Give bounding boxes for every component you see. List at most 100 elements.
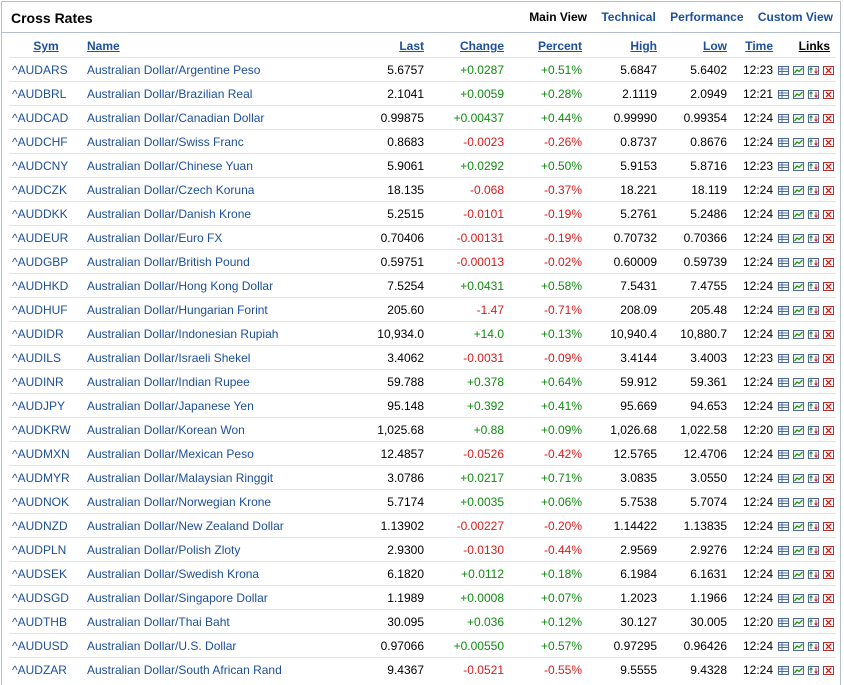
options-icon[interactable] — [808, 113, 819, 123]
column-header-sym[interactable]: Sym — [33, 39, 59, 53]
chart-icon[interactable] — [793, 161, 804, 171]
name-link[interactable]: Australian Dollar/New Zealand Dollar — [83, 513, 317, 538]
quote-table-icon[interactable] — [778, 329, 789, 339]
quote-table-icon[interactable] — [778, 473, 789, 483]
chart-icon[interactable] — [793, 666, 804, 676]
symbol-link[interactable]: ^AUDARS — [9, 57, 83, 82]
delete-icon[interactable] — [823, 641, 834, 651]
options-icon[interactable] — [808, 257, 819, 267]
chart-icon[interactable] — [793, 617, 804, 627]
name-link[interactable]: Australian Dollar/Israeli Shekel — [83, 345, 317, 370]
options-icon[interactable] — [808, 425, 819, 435]
chart-icon[interactable] — [793, 545, 804, 555]
quote-table-icon[interactable] — [778, 666, 789, 676]
delete-icon[interactable] — [823, 113, 834, 123]
name-link[interactable]: Australian Dollar/Brazilian Real — [83, 81, 317, 106]
name-link[interactable]: Australian Dollar/Chinese Yuan — [83, 153, 317, 178]
quote-table-icon[interactable] — [778, 521, 789, 531]
options-icon[interactable] — [808, 593, 819, 603]
delete-icon[interactable] — [823, 377, 834, 387]
tab-performance[interactable]: Performance — [670, 10, 744, 24]
chart-icon[interactable] — [793, 473, 804, 483]
name-link[interactable]: Australian Dollar/Hong Kong Dollar — [83, 273, 317, 298]
quote-table-icon[interactable] — [778, 209, 789, 219]
quote-table-icon[interactable] — [778, 593, 789, 603]
quote-table-icon[interactable] — [778, 545, 789, 555]
chart-icon[interactable] — [793, 233, 804, 243]
options-icon[interactable] — [808, 65, 819, 75]
quote-table-icon[interactable] — [778, 257, 789, 267]
options-icon[interactable] — [808, 617, 819, 627]
name-link[interactable]: Australian Dollar/Indian Rupee — [83, 369, 317, 394]
options-icon[interactable] — [808, 569, 819, 579]
symbol-link[interactable]: ^AUDUSD — [9, 633, 83, 658]
chart-icon[interactable] — [793, 449, 804, 459]
chart-icon[interactable] — [793, 65, 804, 75]
delete-icon[interactable] — [823, 137, 834, 147]
name-link[interactable]: Australian Dollar/Argentine Peso — [83, 57, 317, 82]
quote-table-icon[interactable] — [778, 305, 789, 315]
quote-table-icon[interactable] — [778, 161, 789, 171]
quote-table-icon[interactable] — [778, 353, 789, 363]
quote-table-icon[interactable] — [778, 137, 789, 147]
name-link[interactable]: Australian Dollar/Danish Krone — [83, 201, 317, 226]
quote-table-icon[interactable] — [778, 113, 789, 123]
delete-icon[interactable] — [823, 617, 834, 627]
name-link[interactable]: Australian Dollar/Korean Won — [83, 417, 317, 442]
quote-table-icon[interactable] — [778, 377, 789, 387]
delete-icon[interactable] — [823, 329, 834, 339]
chart-icon[interactable] — [793, 89, 804, 99]
options-icon[interactable] — [808, 329, 819, 339]
delete-icon[interactable] — [823, 161, 834, 171]
options-icon[interactable] — [808, 449, 819, 459]
symbol-link[interactable]: ^AUDEUR — [9, 225, 83, 250]
options-icon[interactable] — [808, 666, 819, 676]
quote-table-icon[interactable] — [778, 185, 789, 195]
delete-icon[interactable] — [823, 305, 834, 315]
symbol-link[interactable]: ^AUDPLN — [9, 537, 83, 562]
symbol-link[interactable]: ^AUDCZK — [9, 177, 83, 202]
quote-table-icon[interactable] — [778, 281, 789, 291]
symbol-link[interactable]: ^AUDKRW — [9, 417, 83, 442]
options-icon[interactable] — [808, 137, 819, 147]
chart-icon[interactable] — [793, 305, 804, 315]
tab-technical[interactable]: Technical — [601, 10, 656, 24]
chart-icon[interactable] — [793, 329, 804, 339]
name-link[interactable]: Australian Dollar/Indonesian Rupiah — [83, 321, 317, 346]
delete-icon[interactable] — [823, 281, 834, 291]
delete-icon[interactable] — [823, 233, 834, 243]
chart-icon[interactable] — [793, 641, 804, 651]
quote-table-icon[interactable] — [778, 425, 789, 435]
options-icon[interactable] — [808, 401, 819, 411]
column-header-percent[interactable]: Percent — [537, 39, 582, 53]
quote-table-icon[interactable] — [778, 89, 789, 99]
options-icon[interactable] — [808, 521, 819, 531]
delete-icon[interactable] — [823, 449, 834, 459]
delete-icon[interactable] — [823, 353, 834, 363]
name-link[interactable]: Australian Dollar/Singapore Dollar — [83, 585, 317, 610]
delete-icon[interactable] — [823, 401, 834, 411]
options-icon[interactable] — [808, 473, 819, 483]
delete-icon[interactable] — [823, 666, 834, 676]
symbol-link[interactable]: ^AUDGBP — [9, 249, 83, 274]
options-icon[interactable] — [808, 305, 819, 315]
chart-icon[interactable] — [793, 281, 804, 291]
column-header-time[interactable]: Time — [745, 39, 773, 53]
name-link[interactable]: Australian Dollar/Japanese Yen — [83, 393, 317, 418]
quote-table-icon[interactable] — [778, 65, 789, 75]
name-link[interactable]: Australian Dollar/British Pound — [83, 249, 317, 274]
chart-icon[interactable] — [793, 353, 804, 363]
tab-custom-view[interactable]: Custom View — [757, 10, 833, 24]
chart-icon[interactable] — [793, 257, 804, 267]
name-link[interactable]: Australian Dollar/Hungarian Forint — [83, 297, 317, 322]
column-header-name[interactable]: Name — [87, 39, 120, 53]
symbol-link[interactable]: ^AUDCAD — [9, 105, 83, 130]
chart-icon[interactable] — [793, 521, 804, 531]
name-link[interactable]: Australian Dollar/Euro FX — [83, 225, 317, 250]
options-icon[interactable] — [808, 161, 819, 171]
name-link[interactable]: Australian Dollar/Swedish Krona — [83, 561, 317, 586]
quote-table-icon[interactable] — [778, 449, 789, 459]
quote-table-icon[interactable] — [778, 617, 789, 627]
name-link[interactable]: Australian Dollar/Thai Baht — [83, 609, 317, 634]
symbol-link[interactable]: ^AUDMYR — [9, 465, 83, 490]
